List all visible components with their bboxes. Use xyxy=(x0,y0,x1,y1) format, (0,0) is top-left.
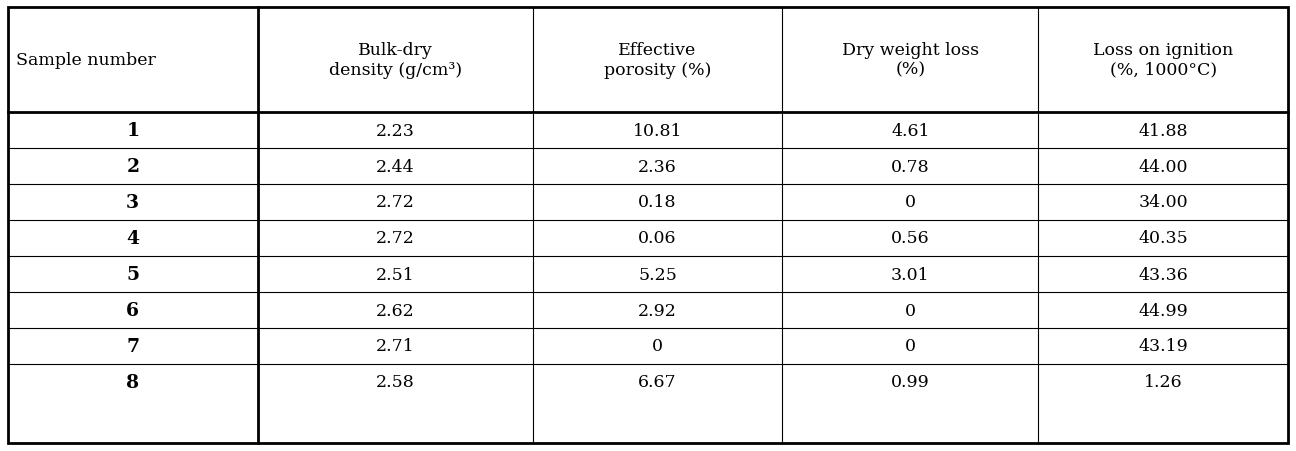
Text: 0.18: 0.18 xyxy=(639,194,677,211)
Text: 0.56: 0.56 xyxy=(892,230,929,247)
Text: 43.36: 43.36 xyxy=(1138,266,1188,283)
Text: 4.61: 4.61 xyxy=(892,122,929,139)
Text: 0: 0 xyxy=(905,194,916,211)
Text: 44.99: 44.99 xyxy=(1138,302,1188,319)
Text: 2.72: 2.72 xyxy=(376,194,415,211)
Text: 2.62: 2.62 xyxy=(376,302,415,319)
Text: 2.36: 2.36 xyxy=(638,158,677,175)
Text: 44.00: 44.00 xyxy=(1138,158,1188,175)
Text: 2.71: 2.71 xyxy=(376,338,415,355)
Text: 34.00: 34.00 xyxy=(1138,194,1188,211)
Text: Effective
porosity (%): Effective porosity (%) xyxy=(604,42,712,78)
Text: 40.35: 40.35 xyxy=(1138,230,1188,247)
Text: 0: 0 xyxy=(652,338,664,355)
Text: 10.81: 10.81 xyxy=(632,122,683,139)
Text: 1: 1 xyxy=(126,122,140,140)
Text: 2.44: 2.44 xyxy=(376,158,415,175)
Text: 3.01: 3.01 xyxy=(892,266,929,283)
Text: 2: 2 xyxy=(126,158,139,175)
Text: 2.58: 2.58 xyxy=(376,374,415,391)
Text: 5: 5 xyxy=(126,265,139,283)
Text: 0.99: 0.99 xyxy=(892,374,929,391)
Text: 43.19: 43.19 xyxy=(1138,338,1188,355)
Text: Dry weight loss
(%): Dry weight loss (%) xyxy=(842,42,978,78)
Text: 2.72: 2.72 xyxy=(376,230,415,247)
Text: 5.25: 5.25 xyxy=(638,266,677,283)
Text: 8: 8 xyxy=(126,373,140,391)
Text: 6: 6 xyxy=(126,301,139,319)
Text: 2.23: 2.23 xyxy=(376,122,415,139)
Text: 4: 4 xyxy=(126,230,139,248)
Text: 7: 7 xyxy=(126,337,139,355)
Text: Loss on ignition
(%, 1000°C): Loss on ignition (%, 1000°C) xyxy=(1093,42,1234,78)
Text: 0.06: 0.06 xyxy=(639,230,677,247)
Text: 1.26: 1.26 xyxy=(1144,374,1182,391)
Text: 2.92: 2.92 xyxy=(638,302,677,319)
Text: 2.51: 2.51 xyxy=(376,266,415,283)
Text: 0: 0 xyxy=(905,302,916,319)
Text: 0: 0 xyxy=(905,338,916,355)
Text: 6.67: 6.67 xyxy=(639,374,677,391)
Text: Sample number: Sample number xyxy=(16,52,156,69)
Text: 3: 3 xyxy=(126,193,140,212)
Text: 41.88: 41.88 xyxy=(1138,122,1188,139)
Text: 0.78: 0.78 xyxy=(892,158,929,175)
Text: Bulk-dry
density (g/cm³): Bulk-dry density (g/cm³) xyxy=(329,42,461,78)
